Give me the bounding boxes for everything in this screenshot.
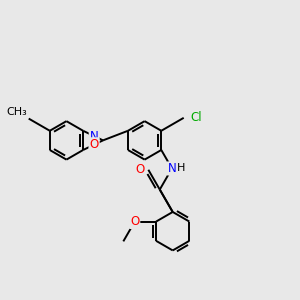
Text: CH₃: CH₃ bbox=[6, 107, 27, 117]
Text: O: O bbox=[89, 138, 99, 151]
Text: N: N bbox=[168, 162, 176, 175]
Text: H: H bbox=[177, 163, 185, 173]
Text: O: O bbox=[130, 215, 140, 228]
Text: O: O bbox=[135, 163, 145, 176]
Text: N: N bbox=[90, 130, 98, 142]
Text: Cl: Cl bbox=[190, 111, 202, 124]
